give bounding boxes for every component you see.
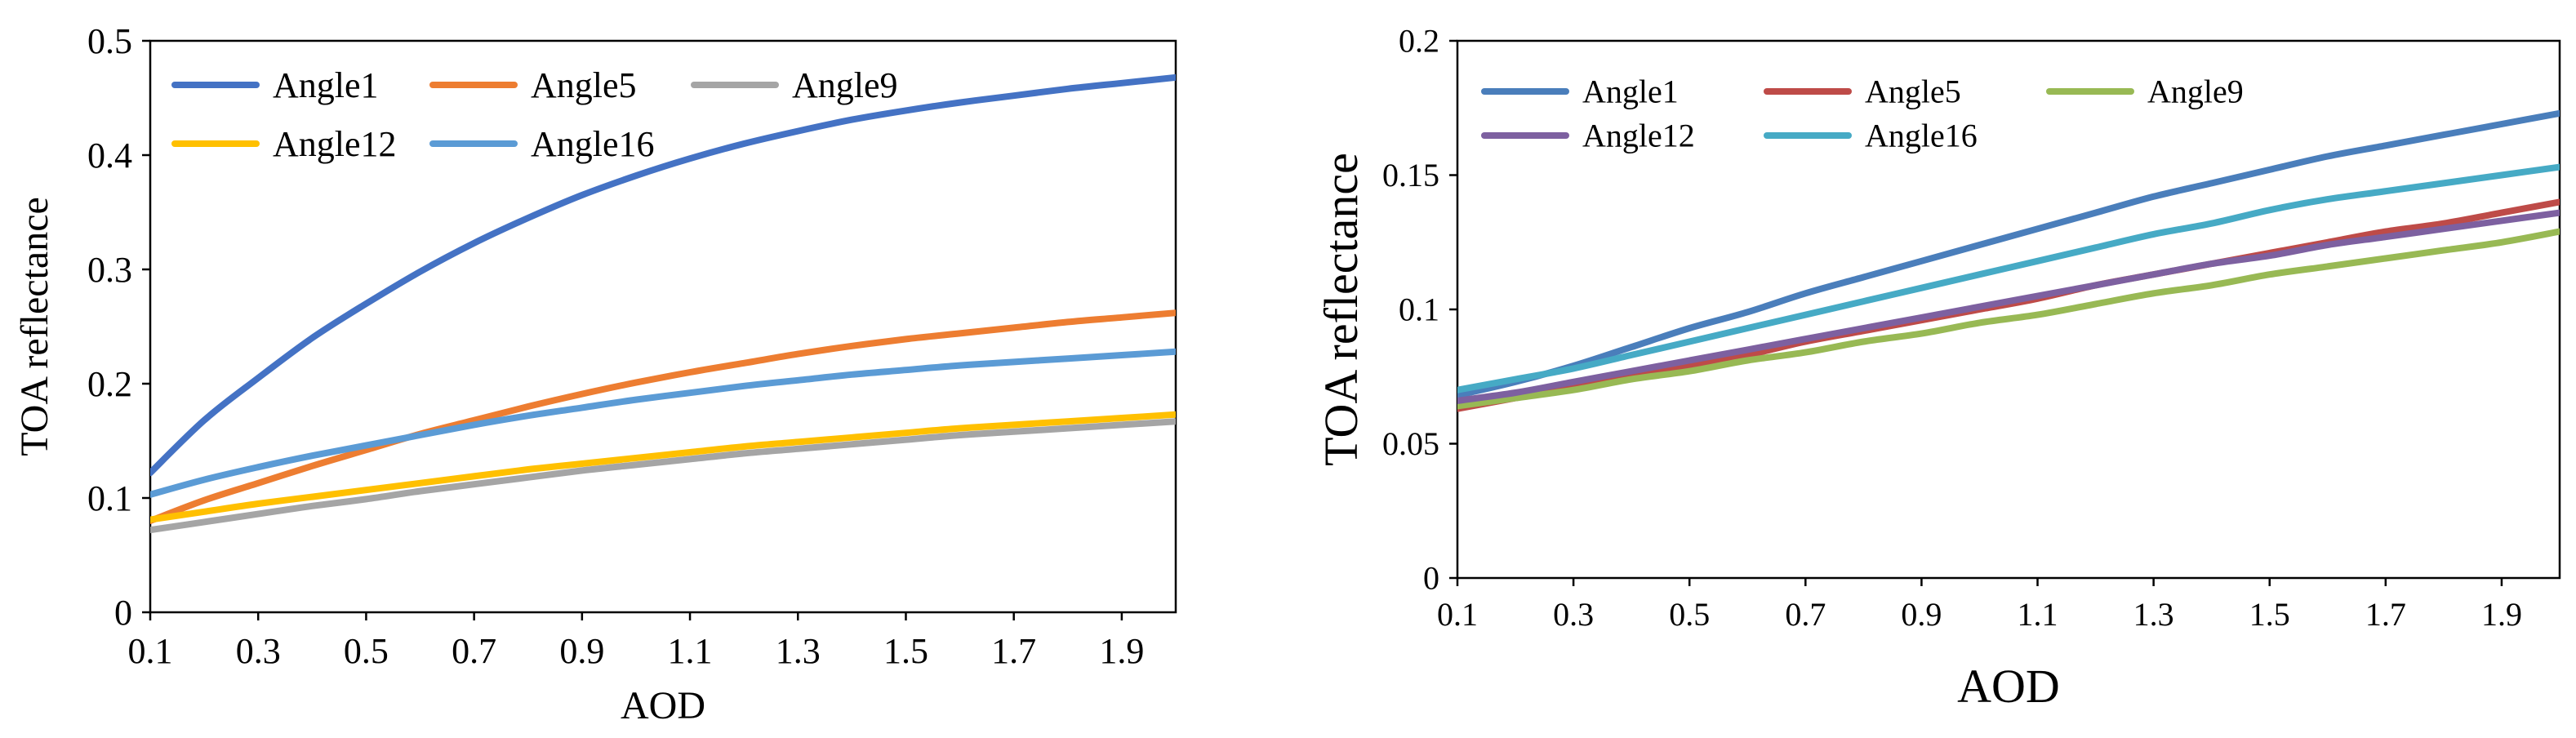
chart1-xtick-label: 1.3 <box>776 631 821 671</box>
chart2-series-group <box>1457 109 2560 412</box>
chart1-y-axis-title: TOA reflectance <box>13 197 56 456</box>
chart2-xtick-label: 1.1 <box>2018 596 2058 633</box>
chart2-ytick-label: 0.05 <box>1382 425 1439 462</box>
chart1-ytick-label: 0.5 <box>87 21 132 61</box>
chart1-legend-label-angle16: Angle16 <box>531 124 655 164</box>
chart2-xtick-label: 1.3 <box>2133 596 2174 633</box>
chart1-xtick-label: 0.7 <box>452 631 496 671</box>
chart2-xtick-label: 0.3 <box>1553 596 1594 633</box>
chart1-plot-frame <box>149 39 1177 614</box>
chart1-legend-label-angle1: Angle1 <box>273 65 379 105</box>
chart1-ytick-label: 0.1 <box>87 478 132 518</box>
chart2-legend-label-angle1: Angle1 <box>1582 73 1679 110</box>
chart1-xtick-label: 0.3 <box>236 631 281 671</box>
chart1-ytick-label: 0 <box>114 593 132 633</box>
chart2-legend: Angle1 Angle5 Angle9 Angle12 Angle16 <box>1481 73 2244 154</box>
chart1-ytick-label: 0.3 <box>87 250 132 290</box>
chart1-xtick-label: 1.5 <box>883 631 928 671</box>
chart2-ytick-label: 0.1 <box>1399 291 1439 328</box>
chart2-xtick-label: 1.5 <box>2249 596 2290 633</box>
chart1-ytick-label: 0.4 <box>87 136 132 176</box>
chart2-y-axis-title: TOA reflectance <box>1315 153 1368 466</box>
chart2-xtick-label: 0.9 <box>1901 596 1942 633</box>
chart2-x-axis-title: AOD <box>1957 660 2060 713</box>
chart1-xtick-label: 1.1 <box>668 631 713 671</box>
chart2-xtick-label: 0.5 <box>1669 596 1710 633</box>
chart1-x-axis-title: AOD <box>621 684 705 727</box>
chart1-xtick-label: 0.5 <box>344 631 389 671</box>
chart1-series-line-angle12 <box>150 411 1176 523</box>
chart2-series-line-angle9 <box>1457 228 2560 410</box>
chart1-series-group <box>150 73 1176 534</box>
chart1-series-line-angle5 <box>150 309 1176 524</box>
chart1-ytick-label: 0.2 <box>87 364 132 404</box>
chart1-legend-label-angle9: Angle9 <box>792 65 898 105</box>
chart2-xtick-label: 0.7 <box>1785 596 1826 633</box>
chart2-ytick-label: 0 <box>1423 560 1439 597</box>
chart2-legend-label-angle5: Angle5 <box>1865 73 1961 110</box>
chart1-xtick-label: 0.1 <box>128 631 173 671</box>
chart1-series-line-angle1 <box>150 73 1176 477</box>
chart2-ytick-label: 0.15 <box>1382 157 1439 193</box>
chart2-xtick-label: 0.1 <box>1437 596 1478 633</box>
chart2-ytick-label: 0.2 <box>1399 23 1439 60</box>
chart1-xtick-label: 1.7 <box>991 631 1036 671</box>
chart1-series-line-angle16 <box>150 348 1176 498</box>
chart1-xtick-label: 0.9 <box>559 631 604 671</box>
chart1-legend-label-angle5: Angle5 <box>531 65 637 105</box>
chart2-series-line-angle16 <box>1457 163 2560 393</box>
chart2-series-line-angle12 <box>1457 209 2560 404</box>
chart1-series-line-angle9 <box>150 418 1176 534</box>
chart2-xtick-label: 1.9 <box>2481 596 2522 633</box>
chart1-legend: Angle1 Angle5 Angle9 Angle12 Angle16 <box>171 65 898 164</box>
chart2-xtick-label: 1.7 <box>2365 596 2406 633</box>
chart2-series-line-angle1 <box>1457 109 2560 399</box>
chart2-legend-label-angle16: Angle16 <box>1865 118 1978 154</box>
chart2-legend-label-angle12: Angle12 <box>1582 118 1695 154</box>
chart1-xtick-label: 1.9 <box>1099 631 1144 671</box>
chart1-legend-label-angle12: Angle12 <box>273 124 397 164</box>
chart2-legend-label-angle9: Angle9 <box>2147 73 2244 110</box>
